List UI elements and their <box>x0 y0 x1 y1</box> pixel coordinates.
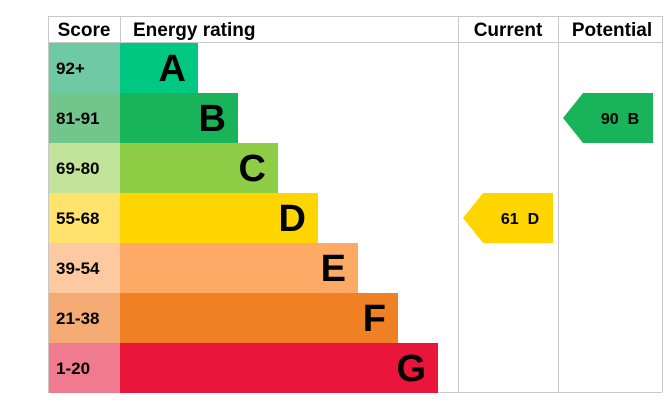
band-a: 92+ A <box>49 43 198 93</box>
rating-indicators: 61 D 90 B <box>463 93 653 243</box>
band-b: 81-91 B <box>49 93 238 143</box>
current-rating-indicator-label: 61 D <box>501 211 539 228</box>
rating-letter: A <box>159 48 186 90</box>
header-current: Current <box>474 20 543 41</box>
table-headers: Score Energy rating Current Potential <box>58 20 653 41</box>
rating-letter: C <box>239 148 266 190</box>
band-e: 39-54 E <box>49 243 358 293</box>
score-label: 21-38 <box>56 309 99 328</box>
rating-bar <box>120 93 238 143</box>
band-d: 55-68 D <box>49 193 318 243</box>
score-cell <box>49 293 120 343</box>
current-rating-indicator-shape <box>463 193 553 243</box>
score-cell <box>49 43 120 93</box>
rating-letter: D <box>279 198 306 240</box>
header-potential: Potential <box>572 20 652 41</box>
score-cell <box>49 143 120 193</box>
rating-letter: F <box>363 298 386 340</box>
score-cell <box>49 193 120 243</box>
header-score: Score <box>58 20 111 41</box>
rating-letter: B <box>199 98 226 140</box>
current-rating-indicator: 61 D <box>463 193 553 243</box>
potential-rating-indicator: 90 B <box>563 93 653 143</box>
band-c: 69-80 C <box>49 143 278 193</box>
score-label: 55-68 <box>56 209 99 228</box>
rating-bands: 92+ A 81-91 B 69-80 C 55-68 D 39-54 E 21-38 F 1-20 G <box>49 43 438 393</box>
score-label: 39-54 <box>56 259 100 278</box>
score-label: 1-20 <box>56 359 90 378</box>
rating-bar <box>120 243 358 293</box>
score-cell <box>49 343 120 393</box>
rating-letter: G <box>396 348 426 390</box>
rating-bar <box>120 43 198 93</box>
score-label: 81-91 <box>56 109 99 128</box>
rating-bar <box>120 143 278 193</box>
band-f: 21-38 F <box>49 293 398 343</box>
potential-rating-indicator-shape <box>563 93 653 143</box>
score-cell <box>49 93 120 143</box>
score-cell <box>49 243 120 293</box>
header-energy-rating: Energy rating <box>133 20 255 41</box>
rating-bar <box>120 193 318 243</box>
rating-letter: E <box>321 248 346 290</box>
score-label: 69-80 <box>56 159 99 178</box>
rating-bar <box>120 293 398 343</box>
band-g: 1-20 G <box>49 343 438 393</box>
potential-rating-indicator-label: 90 B <box>601 111 639 128</box>
score-label: 92+ <box>56 59 85 78</box>
rating-bar <box>120 343 438 393</box>
